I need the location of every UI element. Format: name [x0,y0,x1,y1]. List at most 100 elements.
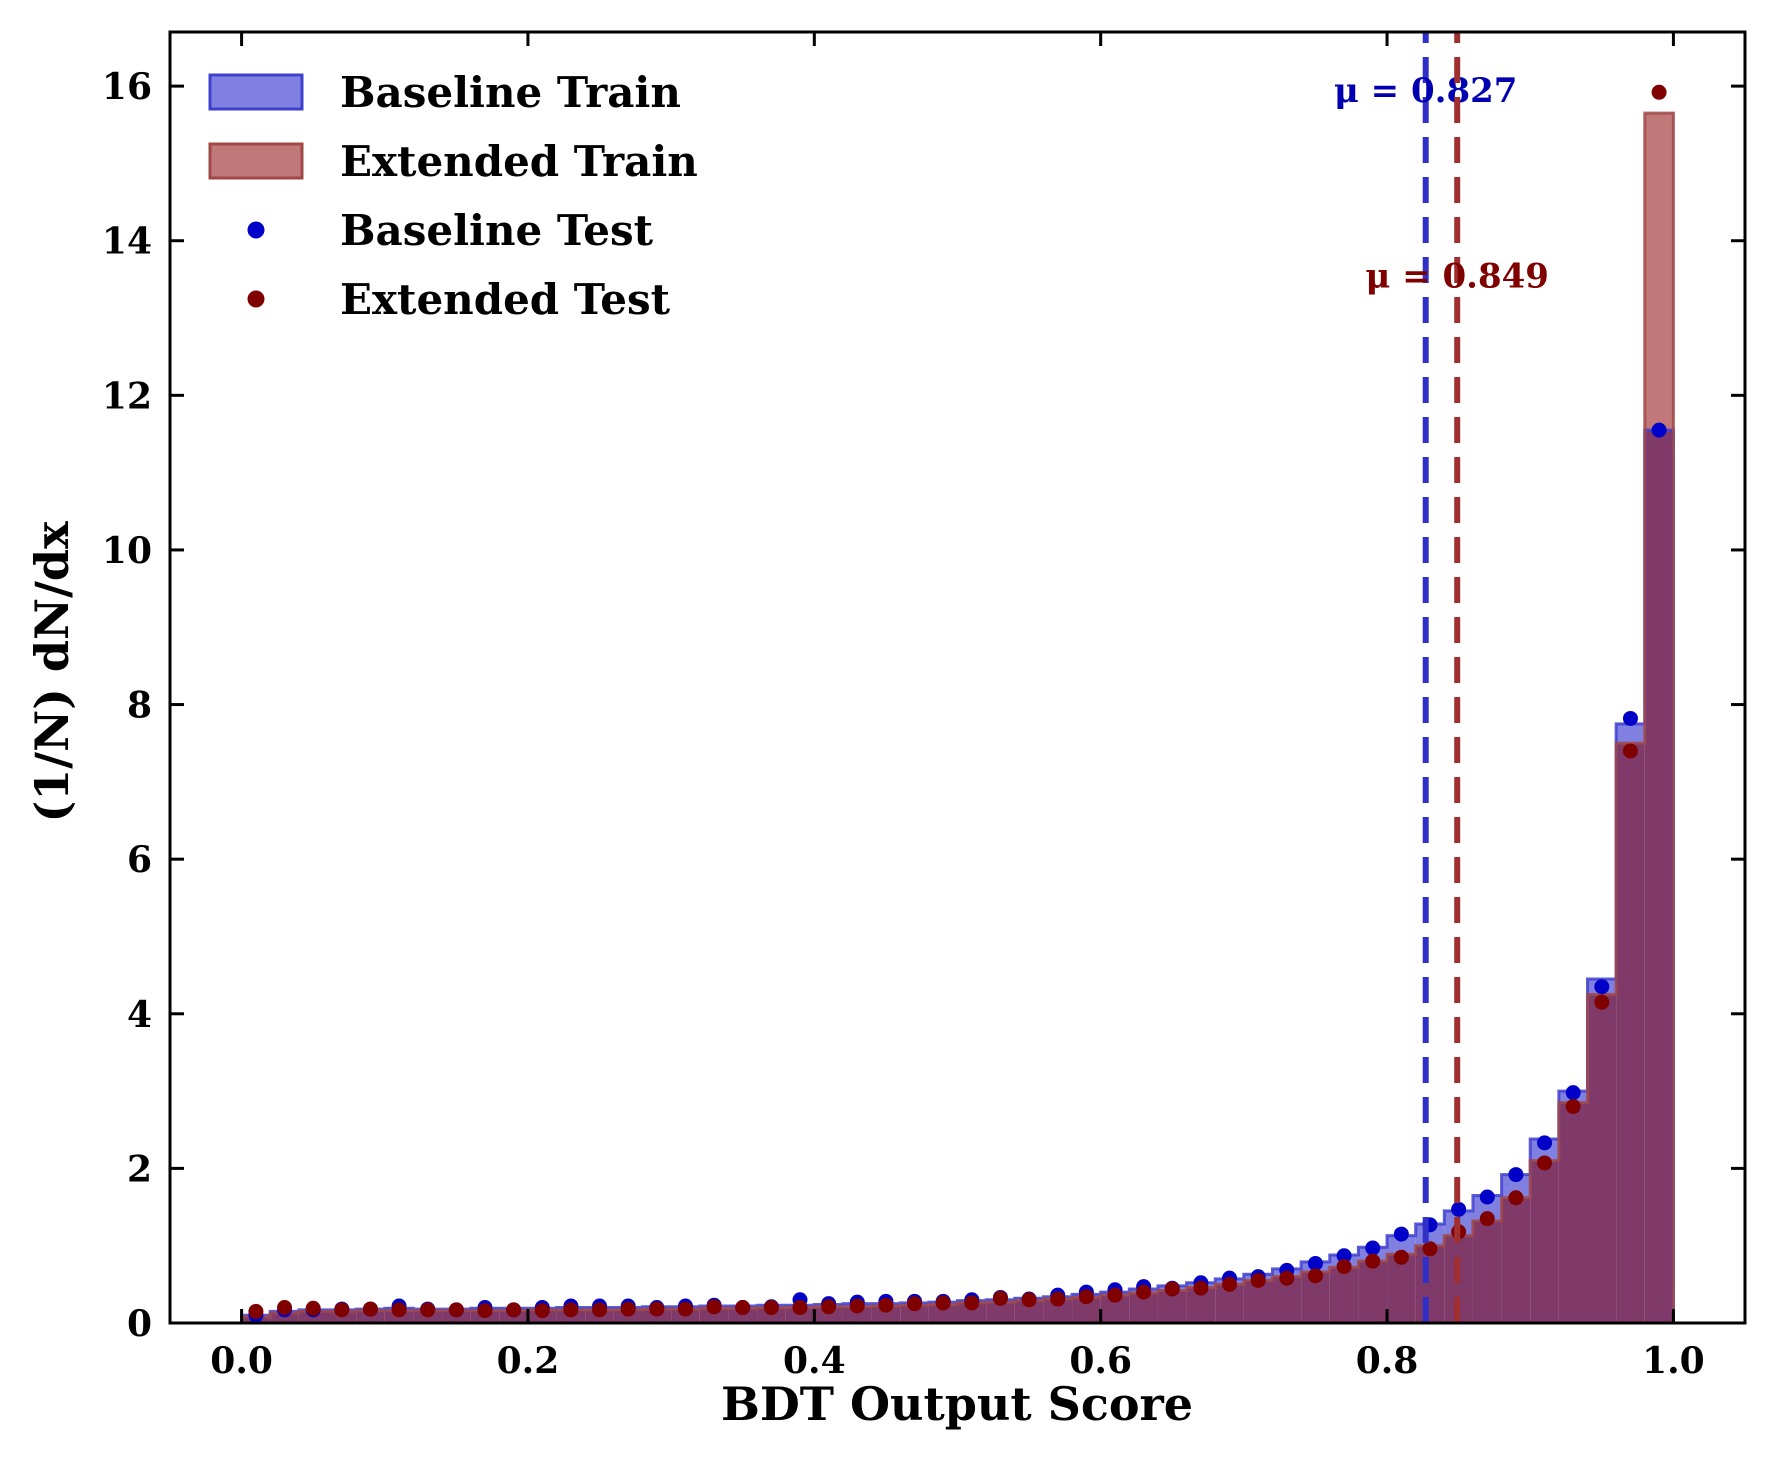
extended-test-point [735,1300,751,1316]
baseline-test-point [1594,979,1610,995]
y-tick-label: 14 [102,221,152,263]
extended-test-point [1651,84,1667,100]
legend-baseline-train-swatch [208,73,304,111]
extended-test-point [706,1299,722,1315]
hist-bar-overlap [1358,1261,1388,1323]
hist-bar-overlap [814,1306,843,1323]
x-tick-label: 1.0 [1642,1340,1705,1382]
baseline-test-point [1336,1248,1352,1264]
hist-bar-overlap [699,1308,729,1323]
extended-test-point [763,1300,779,1316]
baseline-test-point [1622,710,1638,726]
y-tick-label: 12 [102,375,152,417]
extended-test-point [305,1300,321,1316]
legend-baseline-train: Baseline Train [208,68,681,117]
baseline-test-point [1651,422,1667,438]
extended-test-point [677,1301,693,1317]
extended-test-point [1537,1155,1553,1171]
legend-baseline-test: Baseline Test [247,206,654,255]
hist-bar-overlap [986,1302,1015,1323]
y-axis-label: (1/N) dN/dx [25,521,79,823]
extended-test-point [935,1295,951,1311]
x-tick-label: 0.6 [1069,1340,1132,1382]
hist-bar-overlap [1587,994,1617,1323]
legend-extended-train-label: Extended Train [340,137,698,186]
baseline-mean-label: μ = 0.827 [1334,71,1518,111]
legend-baseline-test-label: Baseline Test [340,206,654,255]
y-tick-label: 4 [127,994,152,1036]
hist-bar-overlap [728,1308,758,1323]
extended-test-point [506,1302,522,1318]
extended-test-point [1050,1291,1066,1307]
y-tick-label: 16 [102,66,152,108]
extended-test-point [362,1301,378,1317]
plot-area [240,84,1675,1323]
extended-test-point [1365,1253,1381,1269]
legend-extended-test-label: Extended Test [340,275,671,324]
hist-bar-overlap [1014,1300,1044,1323]
hist-bar-overlap [1472,1220,1502,1323]
y-tick-label: 2 [127,1148,152,1190]
extended-test-point [1594,994,1610,1010]
hist-bar-overlap [1415,1245,1445,1323]
hist-bar-overlap [270,1312,299,1323]
extended-test-point [907,1296,923,1312]
extended-test-point [448,1302,464,1318]
x-tick-label: 0.8 [1356,1340,1419,1382]
baseline-test-point [1393,1226,1409,1242]
baseline-test-point [1307,1255,1323,1271]
hist-bar-overlap [757,1307,786,1323]
extended-test-point [248,1303,264,1319]
hist-bar-overlap [1616,743,1645,1323]
extended-test-point [391,1302,407,1318]
extended-test-point [1078,1289,1094,1305]
hist-bar-overlap [957,1302,987,1323]
extended-test-point [821,1299,837,1315]
extended-test-point [792,1300,808,1316]
baseline-test-point [1451,1201,1467,1217]
hist-bar-overlap [1387,1254,1416,1323]
hist-bar-baseline-train [1616,723,1645,744]
hist-bar-overlap [1558,1102,1588,1323]
baseline-test-point [1508,1167,1524,1183]
extended-test-point [992,1290,1008,1306]
x-tick-label: 0.0 [210,1340,273,1382]
legend-extended-train: Extended Train [208,137,698,186]
extended-test-point [563,1302,579,1318]
extended-test-point [1250,1272,1266,1288]
extended-test-point [1021,1292,1037,1308]
extended-test-point [1136,1284,1152,1300]
x-axis-label: BDT Output Score [721,1377,1193,1431]
hist-bar-overlap [842,1306,872,1323]
legend-baseline-train-label: Baseline Train [340,68,681,117]
legend-extended-test: Extended Test [247,275,671,324]
extended-test-point [592,1302,608,1318]
extended-test-point [1279,1270,1295,1286]
extended-test-point [620,1301,636,1317]
extended-test-point [1222,1276,1238,1292]
extended-test-point [1479,1211,1495,1227]
hist-bar-overlap [1043,1299,1073,1323]
legend: Baseline Train Extended Train Baseline Tes… [208,68,698,324]
extended-test-point [477,1303,493,1319]
extended-test-point [1508,1190,1524,1206]
extended-test-point [1622,743,1638,759]
legend-extended-train-swatch [208,142,304,180]
plot-frame [168,30,1747,1325]
hist-bar-overlap [1530,1160,1559,1323]
extended-test-point [334,1302,350,1318]
baseline-test-point [1537,1135,1553,1151]
extended-test-point [277,1300,293,1316]
hist-bar-overlap [785,1307,815,1323]
y-tick-label: 10 [102,530,152,572]
hist-bar-baseline-train [1501,1174,1531,1198]
baseline-test-point [1565,1085,1581,1101]
y-tick-label: 6 [127,839,152,881]
extended-test-point [1164,1281,1180,1297]
extended-test-point [1307,1268,1323,1284]
extended-test-point [534,1303,550,1319]
extended-test-point [1393,1249,1409,1265]
hist-bar-overlap [1501,1197,1531,1323]
hist-bar-baseline-train [1387,1235,1416,1255]
